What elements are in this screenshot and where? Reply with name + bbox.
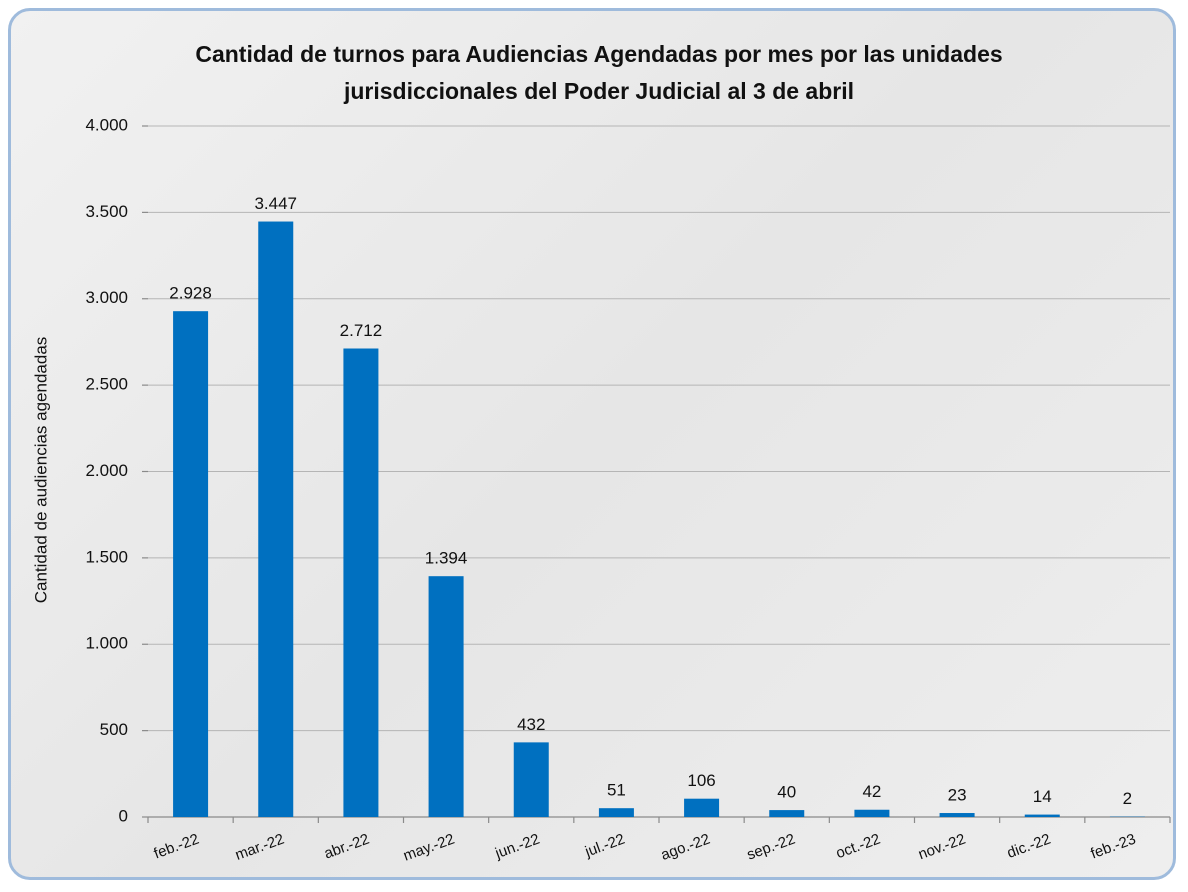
x-tick-label: jun.-22 [492, 831, 542, 863]
value-label: 42 [862, 782, 881, 801]
y-tick-label: 1.000 [85, 634, 128, 653]
x-tick-label: mar.-22 [233, 831, 287, 864]
value-label: 1.394 [425, 549, 468, 568]
x-tick-label: abr.-22 [322, 831, 372, 863]
bar [599, 808, 634, 817]
bar [429, 576, 464, 817]
x-tick-label: feb.-22 [152, 831, 202, 863]
bar [514, 742, 549, 817]
value-label: 3.447 [254, 194, 297, 213]
value-label: 432 [517, 715, 545, 734]
value-label: 40 [777, 783, 796, 802]
bar [854, 810, 889, 817]
bar [343, 349, 378, 817]
x-tick-label: ago.-22 [659, 831, 713, 864]
page: {"chart_data": {"type": "bar", "title": … [0, 0, 1188, 892]
bar [1025, 815, 1060, 817]
value-label: 23 [948, 786, 967, 805]
x-tick-label: nov.-22 [916, 831, 968, 864]
x-tick-label: jul.-22 [582, 831, 627, 861]
y-tick-label: 1.500 [85, 547, 128, 566]
y-tick-label: 4.000 [85, 115, 128, 134]
x-tick-label: oct.-22 [834, 831, 883, 863]
x-tick-label: sep.-22 [745, 831, 798, 864]
bar [173, 311, 208, 817]
y-tick-label: 3.500 [85, 202, 128, 221]
x-tick-label: may.-22 [401, 831, 457, 865]
y-tick-label: 3.000 [85, 288, 128, 307]
value-label: 106 [687, 771, 715, 790]
y-axis-label: Cantidad de audiencias agendadas [31, 337, 50, 604]
x-tick-label: feb.-23 [1088, 831, 1138, 863]
value-label: 2.712 [340, 321, 383, 340]
bar [769, 810, 804, 817]
value-label: 2 [1123, 789, 1132, 808]
y-tick-label: 0 [119, 806, 128, 825]
value-label: 14 [1033, 787, 1052, 806]
value-label: 2.928 [169, 284, 212, 303]
bar [258, 222, 293, 817]
bar [684, 799, 719, 817]
bar [940, 813, 975, 817]
value-label: 51 [607, 781, 626, 800]
y-tick-label: 500 [100, 720, 128, 739]
x-tick-label: dic.-22 [1005, 831, 1053, 862]
y-tick-label: 2.000 [85, 461, 128, 480]
y-tick-label: 2.500 [85, 375, 128, 394]
chart: Cantidad de audiencias agendadas 0 500 1.0… [0, 0, 1188, 892]
